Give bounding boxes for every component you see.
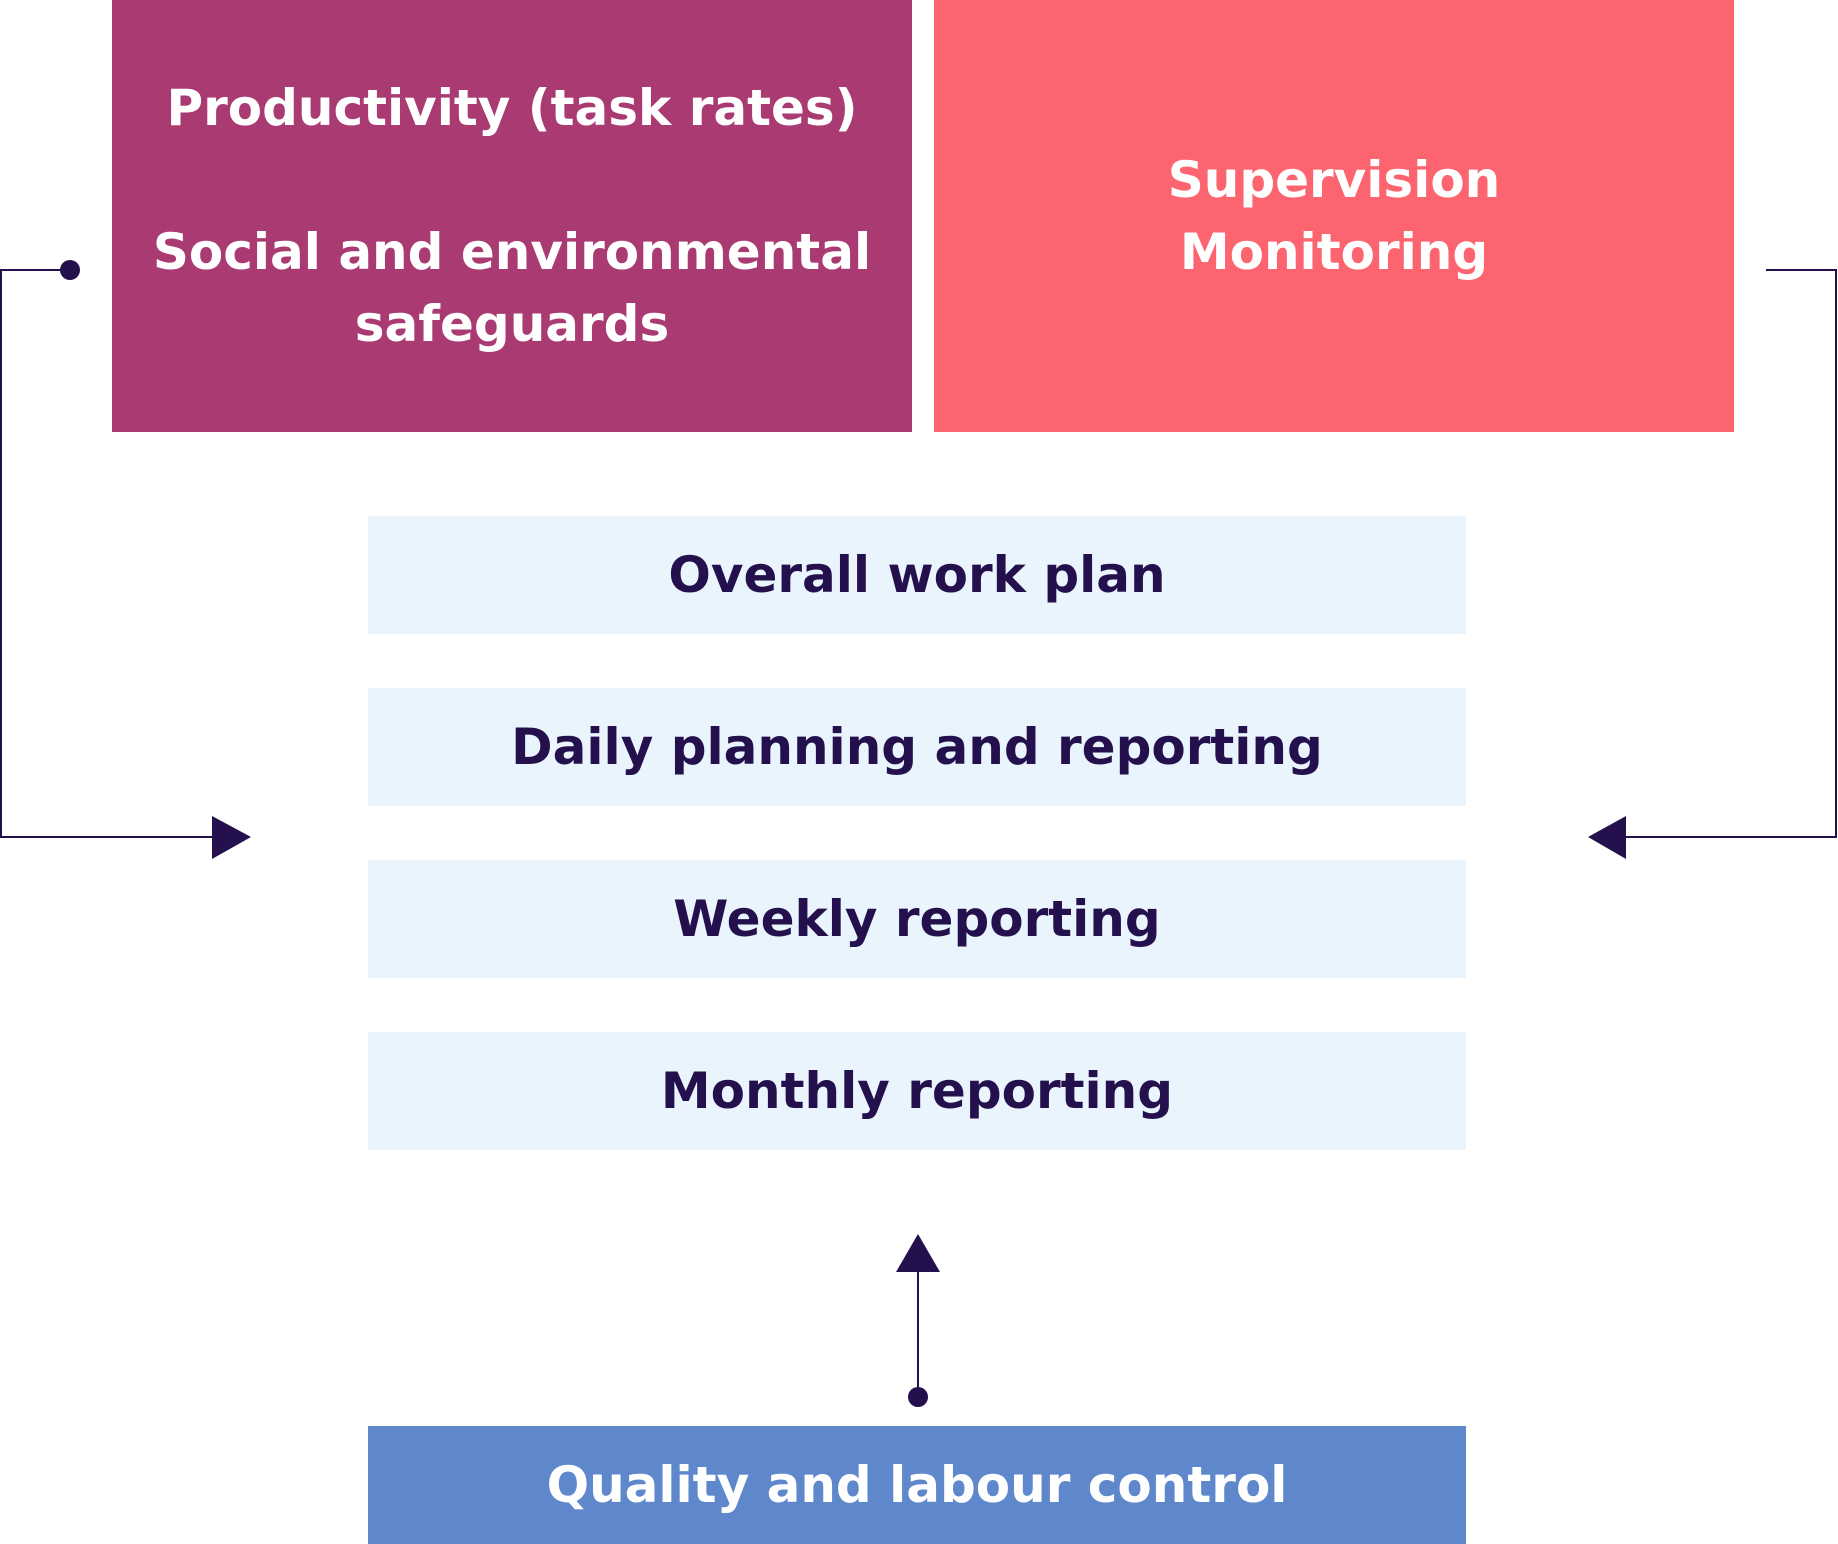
- stack-item-daily-planning: Daily planning and reporting: [368, 688, 1466, 806]
- supervision-label: Supervision: [1167, 151, 1501, 209]
- bottom-connector-dot: [908, 1387, 928, 1407]
- supervision-box: Supervision Monitoring: [934, 0, 1734, 432]
- stack-item-label: Monthly reporting: [660, 1062, 1174, 1120]
- stack-item-monthly-reporting: Monthly reporting: [368, 1032, 1466, 1150]
- quality-labour-control-box: Quality and labour control: [368, 1426, 1466, 1544]
- right-connector-line: [1624, 269, 1837, 838]
- right-connector: [1588, 269, 1837, 859]
- left-connector-arrowhead: [212, 816, 251, 859]
- stack-item-label: Weekly reporting: [673, 890, 1161, 948]
- left-connector-dot: [60, 260, 80, 280]
- quality-labour-control-label: Quality and labour control: [546, 1456, 1288, 1514]
- stack-item-overall-work-plan: Overall work plan: [368, 516, 1466, 634]
- left-connector-line: [0, 269, 215, 838]
- monitoring-label: Monitoring: [1179, 223, 1489, 281]
- productivity-label: Productivity (task rates): [166, 79, 858, 137]
- bottom-connector-arrowhead: [896, 1234, 940, 1272]
- right-connector-arrowhead: [1588, 816, 1626, 859]
- stack-item-label: Daily planning and reporting: [511, 718, 1323, 776]
- stack-item-label: Overall work plan: [668, 546, 1166, 604]
- bottom-connector: [896, 1234, 940, 1407]
- safeguards-label-line2: safeguards: [354, 295, 670, 353]
- left-connector: [0, 260, 251, 859]
- safeguards-label-line1: Social and environmental: [152, 223, 872, 281]
- productivity-box: Productivity (task rates) Social and env…: [112, 0, 912, 432]
- stack-item-weekly-reporting: Weekly reporting: [368, 860, 1466, 978]
